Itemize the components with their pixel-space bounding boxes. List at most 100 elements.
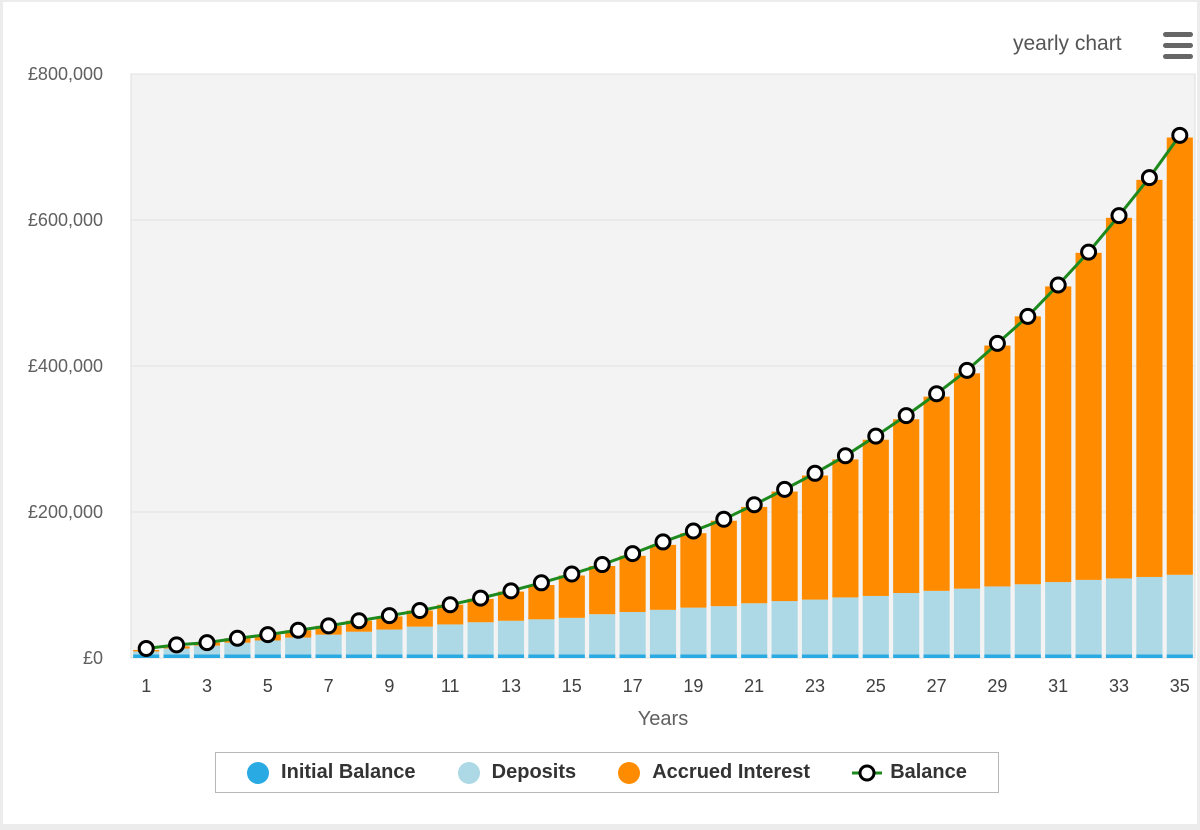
legend-item-accrued-interest[interactable]: Accrued Interest xyxy=(618,761,810,784)
initial-balance-bar[interactable] xyxy=(497,654,525,658)
initial-balance-bar[interactable] xyxy=(1136,654,1163,658)
deposits-bar[interactable] xyxy=(1136,576,1163,655)
initial-balance-bar[interactable] xyxy=(406,654,433,658)
balance-point[interactable] xyxy=(320,617,338,635)
initial-balance-bar[interactable] xyxy=(558,654,585,658)
initial-balance-bar[interactable] xyxy=(528,654,555,658)
initial-balance-bar[interactable] xyxy=(163,654,190,658)
accrued-interest-bar[interactable] xyxy=(589,566,616,615)
deposits-bar[interactable] xyxy=(437,624,464,655)
initial-balance-bar[interactable] xyxy=(649,654,677,658)
balance-point[interactable] xyxy=(1019,307,1037,325)
deposits-bar[interactable] xyxy=(923,590,950,655)
deposits-bar[interactable] xyxy=(467,622,494,655)
balance-point[interactable] xyxy=(715,510,733,528)
initial-balance-bar[interactable] xyxy=(893,654,920,658)
balance-point[interactable] xyxy=(776,480,794,498)
balance-point[interactable] xyxy=(502,582,520,600)
accrued-interest-bar[interactable] xyxy=(893,419,920,594)
deposits-bar[interactable] xyxy=(1014,584,1041,655)
deposits-bar[interactable] xyxy=(619,612,646,655)
accrued-interest-bar[interactable] xyxy=(1045,286,1072,583)
initial-balance-bar[interactable] xyxy=(923,654,950,658)
balance-point[interactable] xyxy=(624,545,642,563)
initial-balance-bar[interactable] xyxy=(801,654,829,658)
accrued-interest-bar[interactable] xyxy=(467,598,494,623)
deposits-bar[interactable] xyxy=(953,588,981,655)
initial-balance-bar[interactable] xyxy=(376,654,403,658)
deposits-bar[interactable] xyxy=(710,606,737,655)
initial-balance-bar[interactable] xyxy=(984,654,1011,658)
initial-balance-bar[interactable] xyxy=(467,654,494,658)
accrued-interest-bar[interactable] xyxy=(1105,217,1133,579)
accrued-interest-bar[interactable] xyxy=(1014,316,1041,585)
deposits-bar[interactable] xyxy=(589,614,616,655)
deposits-bar[interactable] xyxy=(893,593,920,655)
deposits-bar[interactable] xyxy=(315,634,342,655)
legend-item-deposits[interactable]: Deposits xyxy=(457,761,576,784)
deposits-bar[interactable] xyxy=(801,599,829,655)
balance-point[interactable] xyxy=(928,385,946,403)
initial-balance-bar[interactable] xyxy=(710,654,737,658)
balance-point[interactable] xyxy=(654,533,672,551)
deposits-bar[interactable] xyxy=(741,603,768,655)
initial-balance-bar[interactable] xyxy=(680,654,707,658)
balance-point[interactable] xyxy=(198,634,216,652)
deposits-bar[interactable] xyxy=(528,619,555,655)
balance-point[interactable] xyxy=(472,589,490,607)
deposits-bar[interactable] xyxy=(832,597,859,655)
deposits-bar[interactable] xyxy=(680,607,707,655)
initial-balance-bar[interactable] xyxy=(285,654,312,658)
accrued-interest-bar[interactable] xyxy=(771,491,798,602)
initial-balance-bar[interactable] xyxy=(953,654,981,658)
balance-point[interactable] xyxy=(867,427,885,445)
initial-balance-bar[interactable] xyxy=(862,654,889,658)
legend-item-balance[interactable]: Balance xyxy=(852,761,967,784)
balance-point[interactable] xyxy=(168,636,186,654)
legend-item-initial-balance[interactable]: Initial Balance xyxy=(247,761,416,784)
initial-balance-bar[interactable] xyxy=(1105,654,1133,658)
balance-point[interactable] xyxy=(745,496,763,514)
initial-balance-bar[interactable] xyxy=(589,654,616,658)
balance-point[interactable] xyxy=(137,640,155,658)
balance-point[interactable] xyxy=(836,447,854,465)
initial-balance-bar[interactable] xyxy=(315,654,342,658)
deposits-bar[interactable] xyxy=(497,620,525,655)
balance-point[interactable] xyxy=(593,556,611,574)
hamburger-menu-icon[interactable] xyxy=(1161,32,1195,60)
initial-balance-bar[interactable] xyxy=(1075,654,1102,658)
balance-point[interactable] xyxy=(684,522,702,540)
accrued-interest-bar[interactable] xyxy=(558,575,585,618)
initial-balance-bar[interactable] xyxy=(741,654,768,658)
balance-point[interactable] xyxy=(1171,126,1189,144)
initial-balance-bar[interactable] xyxy=(254,654,281,658)
initial-balance-bar[interactable] xyxy=(1014,654,1041,658)
initial-balance-bar[interactable] xyxy=(193,654,221,658)
balance-point[interactable] xyxy=(1110,207,1128,225)
deposits-bar[interactable] xyxy=(1105,578,1133,655)
balance-point[interactable] xyxy=(563,565,581,583)
deposits-bar[interactable] xyxy=(984,586,1011,655)
balance-point[interactable] xyxy=(1140,169,1158,187)
accrued-interest-bar[interactable] xyxy=(1166,137,1193,575)
balance-point[interactable] xyxy=(228,629,246,647)
initial-balance-bar[interactable] xyxy=(345,654,373,658)
balance-point[interactable] xyxy=(1080,243,1098,261)
initial-balance-bar[interactable] xyxy=(832,654,859,658)
accrued-interest-bar[interactable] xyxy=(1075,252,1102,580)
accrued-interest-bar[interactable] xyxy=(741,506,768,604)
balance-point[interactable] xyxy=(441,596,459,614)
deposits-bar[interactable] xyxy=(285,637,312,655)
deposits-bar[interactable] xyxy=(1045,582,1072,655)
accrued-interest-bar[interactable] xyxy=(923,396,950,591)
deposits-bar[interactable] xyxy=(224,642,251,655)
initial-balance-bar[interactable] xyxy=(771,654,798,658)
balance-point[interactable] xyxy=(259,626,277,644)
balance-point[interactable] xyxy=(350,612,368,630)
accrued-interest-bar[interactable] xyxy=(832,459,859,598)
initial-balance-bar[interactable] xyxy=(1166,654,1193,658)
balance-point[interactable] xyxy=(988,334,1006,352)
accrued-interest-bar[interactable] xyxy=(953,373,981,589)
accrued-interest-bar[interactable] xyxy=(862,439,889,596)
balance-point[interactable] xyxy=(806,464,824,482)
